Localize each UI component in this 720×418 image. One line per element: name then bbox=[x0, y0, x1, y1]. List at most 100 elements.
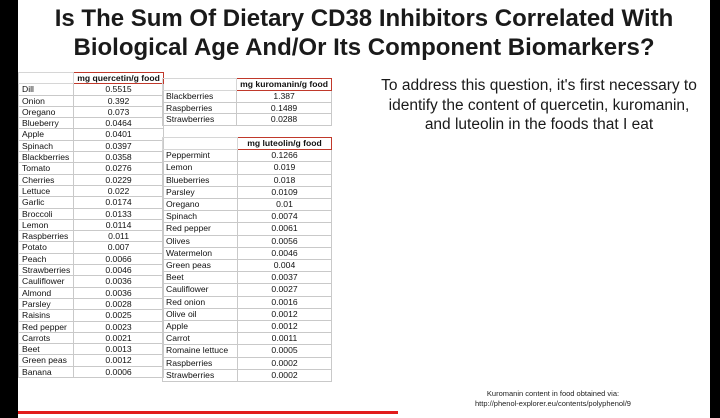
food-name-cell: Red pepper bbox=[18, 320, 75, 333]
food-name-cell: Spinach bbox=[162, 210, 238, 224]
food-name-cell: Strawberries bbox=[18, 264, 75, 277]
value-cell: 0.011 bbox=[73, 230, 164, 243]
table-row: Dill 0.5515 bbox=[18, 83, 164, 96]
value-cell: 0.0037 bbox=[237, 271, 332, 285]
value-cell: 0.0056 bbox=[237, 234, 332, 248]
explanation-text: To address this question, it's first nec… bbox=[381, 77, 697, 133]
food-name-cell: Dill bbox=[18, 83, 75, 96]
value-cell: 0.0046 bbox=[237, 246, 332, 261]
table-row: Raisins 0.0025 bbox=[18, 309, 164, 322]
value-cell: 0.0174 bbox=[73, 196, 164, 209]
value-cell: 0.0025 bbox=[73, 309, 164, 322]
table-row: Cauliflower 0.0036 bbox=[18, 275, 164, 288]
table-row: Apple 0.0012 bbox=[162, 320, 332, 334]
table-row: Red pepper 0.0023 bbox=[18, 320, 164, 333]
food-name-cell: Lemon bbox=[162, 161, 238, 175]
quercetin-header-row: mg quercetin/g food bbox=[18, 71, 164, 85]
table-row: Romaine lettuce 0.0005 bbox=[162, 344, 332, 358]
food-name-cell: Raspberries bbox=[18, 230, 75, 243]
kuromanin-header: mg kuromanin/g food bbox=[236, 78, 332, 91]
luteolin-header-row: mg luteolin/g food bbox=[162, 136, 332, 151]
value-cell: 0.0006 bbox=[73, 365, 164, 379]
food-name-cell: Watermelon bbox=[162, 246, 238, 261]
table-row: Blueberries 0.018 bbox=[162, 173, 332, 187]
header-blank-cell bbox=[18, 71, 75, 85]
table-row: Olive oil 0.0012 bbox=[162, 307, 332, 322]
food-name-cell: Raisins bbox=[18, 309, 75, 322]
table-row: Cherries 0.0229 bbox=[18, 173, 164, 186]
value-cell: 0.0036 bbox=[73, 275, 164, 288]
table-row: Almond 0.0036 bbox=[18, 286, 164, 299]
quercetin-table: mg quercetin/g food Dill 0.5515 Onion 0.392… bbox=[18, 71, 164, 379]
value-cell: 0.0358 bbox=[73, 151, 164, 164]
food-name-cell: Onion bbox=[18, 94, 75, 107]
table-row: Olives 0.0056 bbox=[162, 234, 332, 248]
value-cell: 0.0016 bbox=[237, 295, 332, 309]
value-cell: 0.1489 bbox=[236, 101, 332, 115]
value-cell: 0.0028 bbox=[73, 297, 164, 311]
table-row: Apple 0.0401 bbox=[18, 128, 164, 141]
table-row: Raspberries 0.1489 bbox=[161, 101, 332, 115]
value-cell: 0.0061 bbox=[237, 222, 332, 236]
value-cell: 0.0401 bbox=[73, 128, 164, 141]
table-row: Beet 0.0013 bbox=[18, 343, 164, 356]
source-line-1: Kuromanin content in food obtained via: bbox=[486, 389, 620, 398]
value-cell: 0.0109 bbox=[237, 185, 332, 200]
header-blank-cell bbox=[161, 78, 238, 91]
value-cell: 0.01 bbox=[237, 198, 332, 212]
food-name-cell: Beet bbox=[162, 271, 238, 285]
food-name-cell: Strawberries bbox=[162, 368, 238, 383]
food-name-cell: Cauliflower bbox=[18, 275, 75, 288]
food-name-cell: Carrot bbox=[162, 332, 238, 346]
value-cell: 0.0074 bbox=[237, 210, 332, 224]
food-name-cell: Cherries bbox=[18, 173, 75, 186]
kuromanin-table: mg kuromanin/g food Blackberries 1.387 Ras… bbox=[161, 78, 332, 127]
table-row: Oregano 0.01 bbox=[162, 198, 332, 212]
source-citation: Kuromanin content in food obtained via: … bbox=[448, 389, 658, 409]
value-cell: 0.0013 bbox=[73, 343, 164, 356]
table-row: Raspberries 0.0002 bbox=[162, 356, 332, 370]
quercetin-header: mg quercetin/g food bbox=[73, 71, 164, 85]
value-cell: 0.073 bbox=[73, 105, 164, 119]
value-cell: 0.0229 bbox=[73, 173, 164, 186]
value-cell: 0.0027 bbox=[237, 283, 332, 297]
table-row: Lettuce 0.022 bbox=[18, 184, 164, 198]
food-name-cell: Oregano bbox=[162, 198, 238, 212]
value-cell: 0.1266 bbox=[237, 149, 332, 163]
table-row: Garlic 0.0174 bbox=[18, 196, 164, 209]
value-cell: 0.004 bbox=[237, 259, 332, 273]
table-row: Carrot 0.0011 bbox=[162, 332, 332, 346]
table-row: Green peas 0.0012 bbox=[18, 354, 164, 367]
food-name-cell: Peppermint bbox=[162, 149, 238, 163]
table-row: Raspberries 0.011 bbox=[18, 230, 164, 243]
food-name-cell: Red onion bbox=[162, 295, 238, 309]
value-cell: 0.018 bbox=[237, 173, 332, 187]
table-row: Carrots 0.0021 bbox=[18, 331, 164, 345]
food-name-cell: Beet bbox=[18, 343, 75, 356]
table-row: Beet 0.0037 bbox=[162, 271, 332, 285]
title-line-1: Is The Sum Of Dietary CD38 Inhibitors Co… bbox=[54, 5, 674, 32]
table-row: Oregano 0.073 bbox=[18, 105, 164, 119]
value-cell: 0.392 bbox=[73, 94, 164, 107]
value-cell: 0.0023 bbox=[73, 320, 164, 333]
table-row: Broccoli 0.0133 bbox=[18, 207, 164, 220]
value-cell: 0.0276 bbox=[73, 162, 164, 175]
food-name-cell: Romaine lettuce bbox=[162, 344, 238, 358]
table-row: Lemon 0.019 bbox=[162, 161, 332, 175]
value-cell: 0.019 bbox=[237, 161, 332, 175]
food-name-cell: Green peas bbox=[162, 259, 238, 273]
table-row: Watermelon 0.0046 bbox=[162, 246, 332, 261]
table-row: Strawberries 0.0046 bbox=[18, 264, 164, 277]
table-row: Lemon 0.0114 bbox=[18, 218, 164, 232]
luteolin-table: mg luteolin/g food Peppermint 0.1266 Lemon… bbox=[162, 136, 332, 383]
value-cell: 0.0133 bbox=[73, 207, 164, 220]
table-row: Onion 0.392 bbox=[18, 94, 164, 107]
value-cell: 0.0114 bbox=[73, 218, 164, 232]
value-cell: 0.0288 bbox=[236, 113, 332, 127]
food-name-cell: Strawberries bbox=[161, 113, 238, 127]
food-name-cell: Lemon bbox=[18, 218, 75, 232]
value-cell: 0.007 bbox=[73, 241, 164, 254]
table-row: Blackberries 0.0358 bbox=[18, 151, 164, 164]
food-name-cell: Peach bbox=[18, 252, 75, 266]
food-name-cell: Raspberries bbox=[161, 101, 238, 115]
